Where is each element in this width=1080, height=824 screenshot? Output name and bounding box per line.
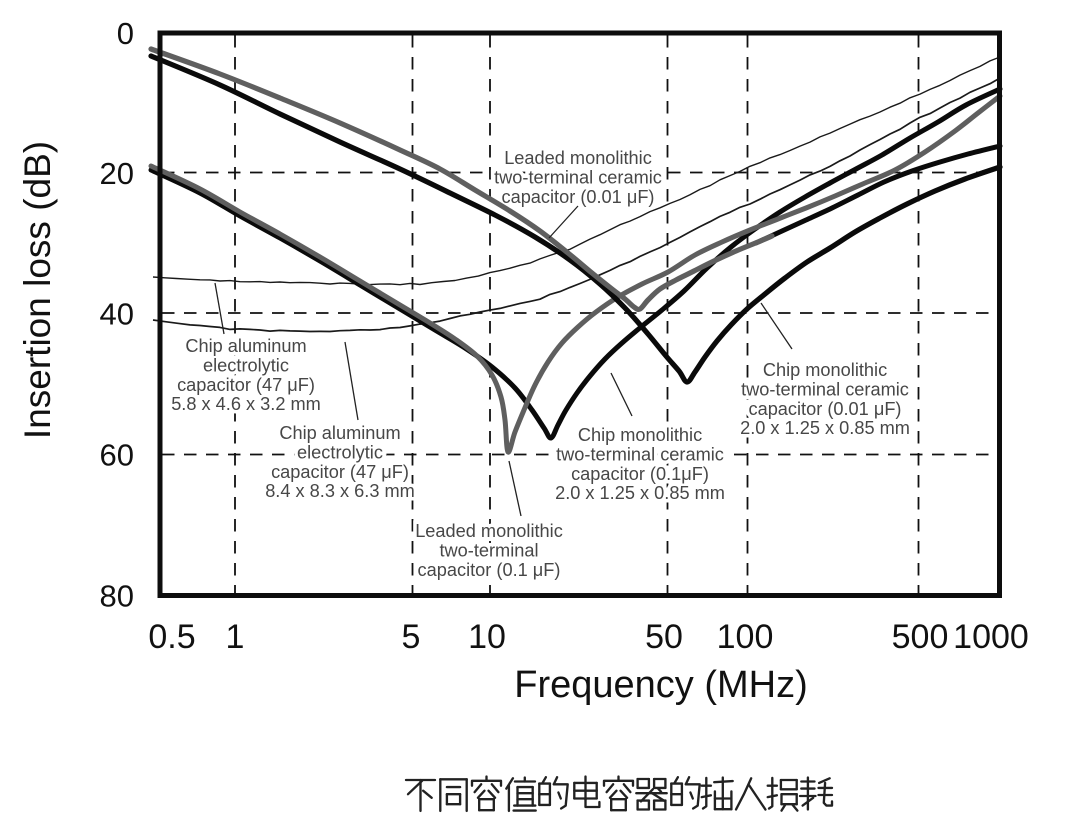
- svg-text:20: 20: [100, 156, 134, 191]
- svg-text:Insertion loss (dB): Insertion loss (dB): [17, 141, 58, 439]
- svg-text:capacitor (0.1 μF): capacitor (0.1 μF): [418, 560, 561, 580]
- svg-text:1: 1: [226, 618, 245, 656]
- svg-text:capacitor (47 μF): capacitor (47 μF): [177, 375, 315, 395]
- svg-text:capacitor (0.1μF): capacitor (0.1μF): [571, 464, 709, 484]
- svg-text:5.8 x 4.6 x 3.2 mm: 5.8 x 4.6 x 3.2 mm: [171, 394, 321, 414]
- svg-text:Chip aluminum: Chip aluminum: [185, 336, 306, 356]
- svg-text:2.0 x 1.25 x 0.85 mm: 2.0 x 1.25 x 0.85 mm: [740, 418, 910, 438]
- svg-text:2.0 x 1.25 x 0.85 mm: 2.0 x 1.25 x 0.85 mm: [555, 483, 725, 503]
- svg-text:two-terminal ceramic: two-terminal ceramic: [741, 379, 909, 399]
- svg-text:Chip monolithic: Chip monolithic: [578, 425, 702, 445]
- svg-text:50: 50: [645, 618, 683, 656]
- svg-text:Chip aluminum: Chip aluminum: [279, 423, 400, 443]
- svg-text:5: 5: [402, 618, 421, 656]
- svg-text:capacitor (0.1 μF): capacitor (0.1 μF): [418, 560, 561, 580]
- svg-text:60: 60: [100, 438, 134, 473]
- svg-text:electrolytic: electrolytic: [297, 442, 383, 462]
- svg-text:capacitor (47 μF): capacitor (47 μF): [271, 462, 409, 482]
- svg-text:10: 10: [468, 618, 506, 656]
- svg-text:8.4 x 8.3 x 6.3 mm: 8.4 x 8.3 x 6.3 mm: [265, 481, 415, 501]
- svg-text:electrolytic: electrolytic: [297, 442, 383, 462]
- svg-text:capacitor (0.01 μF): capacitor (0.01 μF): [748, 399, 901, 419]
- svg-text:Chip monolithic: Chip monolithic: [763, 360, 887, 380]
- svg-text:Frequency (MHz): Frequency (MHz): [514, 664, 808, 706]
- svg-text:two-terminal ceramic: two-terminal ceramic: [494, 167, 662, 187]
- svg-text:two-terminal ceramic: two-terminal ceramic: [556, 444, 724, 464]
- svg-text:Leaded monolithic: Leaded monolithic: [415, 521, 563, 541]
- svg-text:5.8 x 4.6 x 3.2 mm: 5.8 x 4.6 x 3.2 mm: [171, 394, 321, 414]
- svg-text:two-terminal ceramic: two-terminal ceramic: [494, 167, 662, 187]
- svg-text:Chip monolithic: Chip monolithic: [763, 360, 887, 380]
- svg-text:capacitor (0.01 μF): capacitor (0.01 μF): [748, 399, 901, 419]
- svg-text:2.0 x 1.25 x 0.85 mm: 2.0 x 1.25 x 0.85 mm: [740, 418, 910, 438]
- svg-text:capacitor (0.01 μF): capacitor (0.01 μF): [501, 187, 654, 207]
- svg-text:electrolytic: electrolytic: [203, 355, 289, 375]
- svg-text:100: 100: [717, 618, 774, 656]
- svg-text:two-terminal: two-terminal: [439, 540, 538, 560]
- svg-text:500: 500: [892, 618, 949, 656]
- svg-text:Leaded monolithic: Leaded monolithic: [504, 148, 652, 168]
- svg-text:0.5: 0.5: [148, 618, 195, 656]
- svg-text:two-terminal ceramic: two-terminal ceramic: [741, 379, 909, 399]
- svg-text:Leaded monolithic: Leaded monolithic: [415, 521, 563, 541]
- svg-text:Chip monolithic: Chip monolithic: [578, 425, 702, 445]
- svg-text:capacitor (47 μF): capacitor (47 μF): [177, 375, 315, 395]
- svg-text:capacitor (47 μF): capacitor (47 μF): [271, 462, 409, 482]
- svg-text:two-terminal ceramic: two-terminal ceramic: [556, 444, 724, 464]
- svg-text:two-terminal: two-terminal: [439, 540, 538, 560]
- svg-text:electrolytic: electrolytic: [203, 355, 289, 375]
- svg-text:1000: 1000: [953, 618, 1029, 656]
- svg-text:capacitor (0.1μF): capacitor (0.1μF): [571, 464, 709, 484]
- svg-text:40: 40: [100, 297, 134, 332]
- svg-text:Chip aluminum: Chip aluminum: [185, 336, 306, 356]
- svg-text:0: 0: [117, 16, 134, 51]
- svg-text:Leaded monolithic: Leaded monolithic: [504, 148, 652, 168]
- svg-text:2.0 x 1.25 x 0.85 mm: 2.0 x 1.25 x 0.85 mm: [555, 483, 725, 503]
- svg-text:80: 80: [100, 579, 134, 614]
- svg-text:capacitor (0.01 μF): capacitor (0.01 μF): [501, 187, 654, 207]
- svg-text:8.4 x 8.3 x 6.3 mm: 8.4 x 8.3 x 6.3 mm: [265, 481, 415, 501]
- svg-text:Chip aluminum: Chip aluminum: [279, 423, 400, 443]
